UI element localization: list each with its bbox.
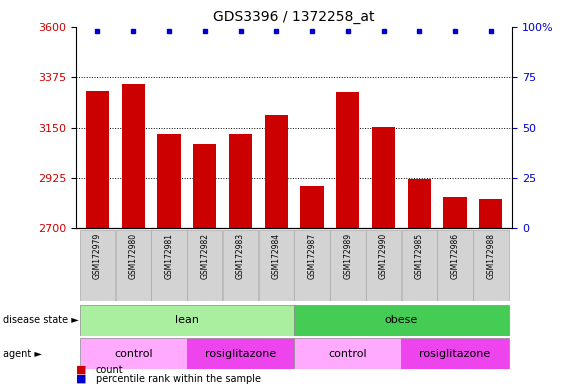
Bar	[401, 338, 509, 369]
Bar	[79, 338, 187, 369]
Bar	[366, 230, 401, 301]
Text: ■: ■	[76, 374, 87, 384]
Bar	[187, 230, 222, 301]
Bar	[336, 92, 359, 228]
Text: GSM172983: GSM172983	[236, 233, 245, 280]
Bar	[437, 230, 473, 301]
Bar	[473, 230, 508, 301]
Text: GSM172988: GSM172988	[486, 233, 495, 279]
Text: GSM172979: GSM172979	[93, 233, 102, 280]
Bar	[115, 230, 151, 301]
Text: rosiglitazone: rosiglitazone	[419, 349, 491, 359]
Text: count: count	[96, 365, 123, 375]
Bar	[330, 230, 365, 301]
Text: percentile rank within the sample: percentile rank within the sample	[96, 374, 261, 384]
Bar	[301, 186, 324, 228]
Text: ■: ■	[76, 365, 87, 375]
Bar	[401, 230, 437, 301]
Text: GSM172985: GSM172985	[415, 233, 424, 280]
Bar	[408, 179, 431, 228]
Bar	[187, 338, 294, 369]
Text: GSM172989: GSM172989	[343, 233, 352, 280]
Text: control: control	[114, 349, 153, 359]
Bar	[223, 230, 258, 301]
Text: GSM172982: GSM172982	[200, 233, 209, 279]
Text: GSM172984: GSM172984	[272, 233, 281, 280]
Text: GSM172981: GSM172981	[164, 233, 173, 279]
Bar	[479, 199, 503, 228]
Text: obese: obese	[385, 315, 418, 325]
Text: GSM172986: GSM172986	[450, 233, 459, 280]
Bar	[158, 134, 181, 228]
Bar	[265, 115, 288, 228]
Bar	[86, 91, 109, 228]
Bar	[372, 127, 395, 228]
Title: GDS3396 / 1372258_at: GDS3396 / 1372258_at	[213, 10, 375, 25]
Bar	[258, 230, 294, 301]
Bar	[294, 305, 509, 336]
Bar	[294, 230, 330, 301]
Bar	[444, 197, 467, 228]
Text: GSM172987: GSM172987	[307, 233, 316, 280]
Bar	[151, 230, 187, 301]
Bar	[79, 305, 294, 336]
Bar	[193, 144, 216, 228]
Text: lean: lean	[175, 315, 199, 325]
Bar	[80, 230, 115, 301]
Text: GSM172980: GSM172980	[129, 233, 138, 280]
Text: disease state ►: disease state ►	[3, 315, 79, 325]
Text: agent ►: agent ►	[3, 349, 42, 359]
Text: rosiglitazone: rosiglitazone	[205, 349, 276, 359]
Text: GSM172990: GSM172990	[379, 233, 388, 280]
Bar	[122, 84, 145, 228]
Text: control: control	[328, 349, 367, 359]
Bar	[229, 134, 252, 228]
Bar	[294, 338, 401, 369]
